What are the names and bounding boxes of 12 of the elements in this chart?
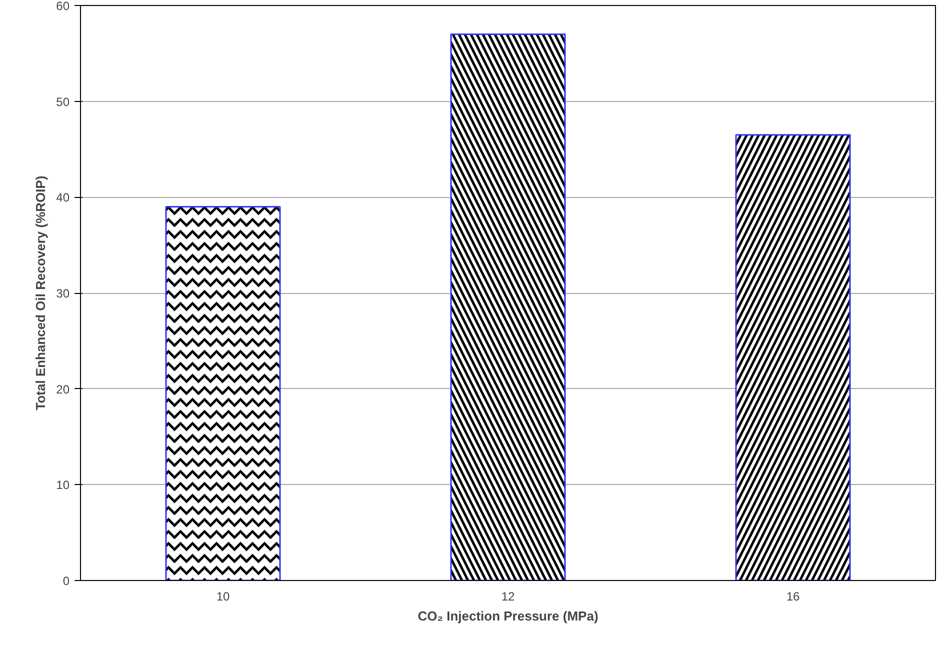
- y-axis-title: Total Enhanced Oil Recovery (%ROIP): [33, 176, 48, 410]
- y-tick-label: 30: [56, 286, 70, 300]
- x-axis-title: CO₂ Injection Pressure (MPa): [418, 608, 598, 624]
- x-tick-label: 12: [501, 590, 515, 604]
- y-tick-label: 60: [56, 0, 70, 13]
- x-tick-label: 10: [216, 590, 230, 604]
- x-tick-label: 16: [786, 590, 800, 604]
- y-tick-label: 0: [62, 574, 70, 588]
- y-tick-label: 40: [56, 190, 70, 205]
- y-tick-label: 50: [56, 94, 70, 109]
- y-tick-label: 10: [56, 478, 70, 492]
- y-tick-label: 20: [56, 382, 70, 396]
